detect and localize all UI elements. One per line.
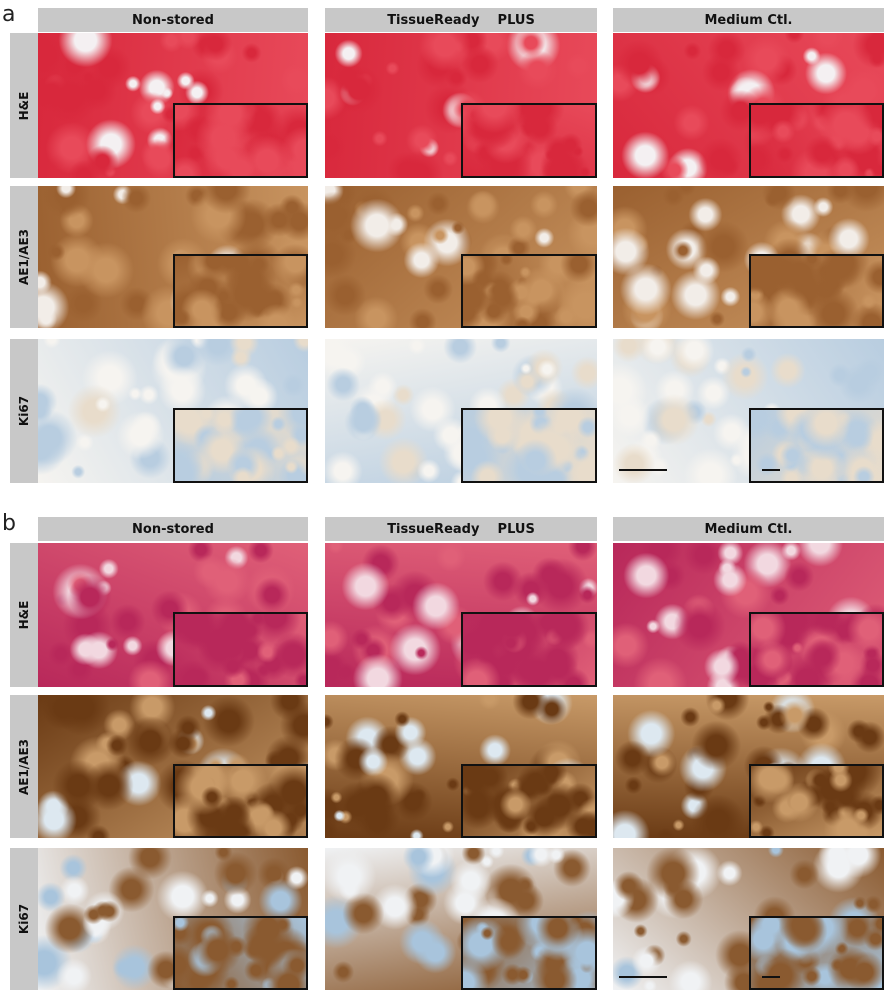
column-header: TissueReady PLUS	[325, 8, 597, 32]
magnified-inset	[173, 102, 308, 178]
magnified-inset	[461, 102, 597, 178]
magnified-inset	[748, 408, 884, 483]
row-label: H&E	[10, 33, 38, 178]
micrograph-ki	[325, 339, 597, 483]
column-header: Non-stored	[38, 8, 308, 32]
magnified-inset	[748, 916, 884, 990]
magnified-inset	[173, 916, 308, 990]
row-label: H&E	[10, 543, 38, 687]
micrograph-ae	[613, 186, 884, 328]
micrograph-he	[38, 543, 308, 687]
magnified-inset	[748, 254, 884, 328]
magnified-inset	[461, 763, 597, 838]
row-label-text: H&E	[17, 600, 31, 630]
panel-letter: b	[2, 511, 16, 536]
magnified-inset	[748, 102, 884, 178]
micrograph-he	[325, 543, 597, 687]
micrograph-ki	[613, 848, 884, 990]
scale-bar	[619, 469, 667, 471]
micrograph-he	[38, 33, 308, 178]
row-label-text: Ki67	[17, 395, 31, 427]
column-header: Non-stored	[38, 517, 308, 541]
magnified-inset	[748, 612, 884, 687]
row-label: AE1/AE3	[10, 186, 38, 328]
micrograph-ae	[613, 695, 884, 838]
inset-scale-bar	[762, 469, 780, 471]
magnified-inset	[173, 612, 308, 687]
scale-bar	[619, 976, 667, 978]
row-label-text: AE1/AE3	[17, 738, 31, 795]
magnified-inset	[748, 763, 884, 838]
micrograph-ki	[325, 848, 597, 990]
inset-scale-bar	[762, 976, 780, 978]
magnified-inset	[173, 763, 308, 838]
column-header: Medium Ctl.	[613, 517, 884, 541]
column-header: TissueReady PLUS	[325, 517, 597, 541]
micrograph-ki	[38, 339, 308, 483]
magnified-inset	[461, 916, 597, 990]
row-label-text: Ki67	[17, 903, 31, 935]
magnified-inset	[461, 408, 597, 483]
micrograph-ae	[38, 695, 308, 838]
panel-letter: a	[2, 2, 16, 27]
micrograph-ae	[38, 186, 308, 328]
row-label: AE1/AE3	[10, 695, 38, 838]
column-header: Medium Ctl.	[613, 8, 884, 32]
row-label-text: AE1/AE3	[17, 228, 31, 286]
micrograph-he	[613, 33, 884, 178]
magnified-inset	[173, 254, 308, 328]
micrograph-ae	[325, 695, 597, 838]
micrograph-he	[325, 33, 597, 178]
row-label: Ki67	[10, 339, 38, 483]
row-label-text: H&E	[17, 91, 31, 120]
magnified-inset	[173, 408, 308, 483]
micrograph-ki	[38, 848, 308, 990]
micrograph-ae	[325, 186, 597, 328]
magnified-inset	[461, 254, 597, 328]
micrograph-ki	[613, 339, 884, 483]
micrograph-he	[613, 543, 884, 687]
magnified-inset	[461, 612, 597, 687]
row-label: Ki67	[10, 848, 38, 990]
